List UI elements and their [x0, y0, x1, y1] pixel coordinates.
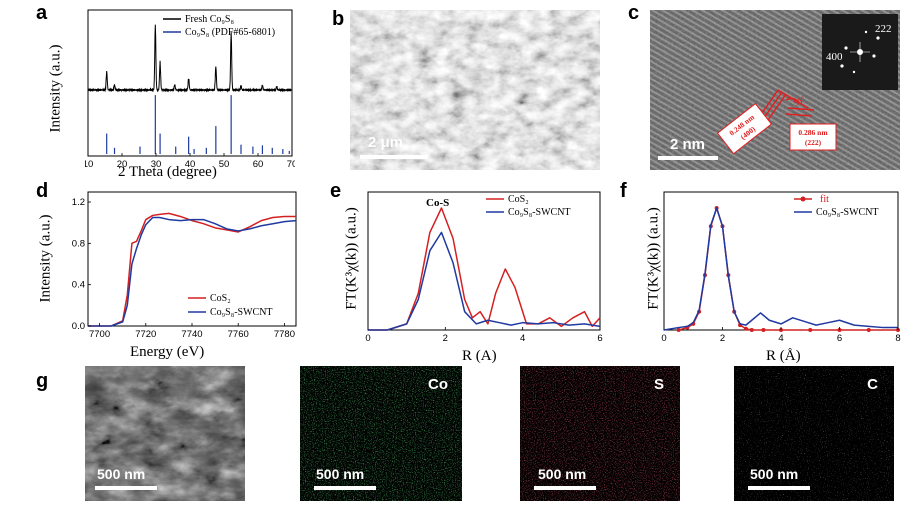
- chart-f-point-11: [743, 326, 748, 331]
- chart-d-ytick-label-0: 0.0: [72, 321, 85, 332]
- legend-d-label-1: Co₉S₈-SWCNT: [210, 307, 273, 318]
- chart-d-xtick-label-2: 7740: [181, 329, 202, 340]
- chart-d-frame: [87, 191, 297, 327]
- chart-a-xtick-label-6: 70: [287, 159, 295, 170]
- chart-e: 0 2 4 6 Co-S CoS₂ Co₉S₈-SWCNT: [365, 191, 603, 344]
- chart-f-xtick-label-0: 0: [661, 333, 666, 344]
- chart-e-xtick-label-2: 4: [520, 333, 525, 344]
- chart-a-series-0: [87, 24, 293, 93]
- legend-e-label-0: CoS₂: [508, 194, 529, 205]
- eds-c-scale-bar: [748, 486, 810, 490]
- chart-a-xlabel: 2 Theta (degree): [118, 164, 217, 180]
- chart-f-xtick-label-3: 6: [837, 333, 842, 344]
- chart-e-xtick-label-0: 0: [365, 333, 370, 344]
- chart-d: 7700 7720 7740 7760 7780 0.0 0.4 0.8 1.2 CoS₂ Co…: [72, 191, 297, 340]
- legend-f-marker-0: [800, 196, 806, 202]
- lattice-annotation: [759, 89, 815, 121]
- chart-d-xlabel: Energy (eV): [130, 344, 205, 360]
- sem-scale-bar: [360, 155, 428, 159]
- chart-a-xtick-label-1: 20: [117, 159, 128, 170]
- chart-d-ylabel: Intensity (a.u.): [37, 214, 54, 303]
- legend-e-label-1: Co₉S₈-SWCNT: [508, 207, 571, 218]
- ann2-line2: (222): [805, 138, 822, 147]
- legend-a-label-1: Co₉S₈ (PDF#65-6801): [185, 27, 275, 38]
- hrtem-image: 222 400 55° 0.248 nm (400) 0.286 nm (222…: [650, 10, 900, 170]
- sem-scale-label: 2 μm: [368, 134, 404, 151]
- eds-s-scale-bar: [534, 486, 596, 490]
- eds-co-scale-label: 500 nm: [316, 466, 365, 482]
- chart-f-series-1: [663, 207, 898, 331]
- panel-letter-a: a: [36, 2, 48, 24]
- chart-f-point-15: [808, 328, 813, 332]
- panel-letter-e: e: [330, 180, 342, 202]
- peak-label-co-s: Co-S: [426, 197, 449, 209]
- chart-e-series-1: [368, 231, 601, 331]
- chart-f: 0 2 4 6 8 fit Co₉S₈-SWCNT: [661, 191, 901, 344]
- legend-d-label-0: CoS₂: [210, 293, 231, 304]
- eds-s-scale-label: 500 nm: [538, 466, 587, 482]
- chart-e-series-0: [368, 207, 601, 331]
- chart-f-point-17: [866, 328, 871, 332]
- haadf-image: 500 nm: [85, 366, 245, 501]
- chart-f-xlabel: R (Å): [766, 348, 801, 364]
- chart-d-series-1: [88, 216, 297, 327]
- eds-map-co: Co 500 nm: [300, 366, 462, 501]
- sem-texture: [350, 10, 600, 170]
- eds-map-c: C 500 nm: [734, 366, 894, 501]
- ann2-line1: 0.286 nm: [798, 128, 828, 137]
- chart-d-series-0: [88, 212, 296, 327]
- chart-f-xtick-label-1: 2: [720, 333, 725, 344]
- chart-f-point-12: [749, 328, 754, 332]
- eds-map-s: S 500 nm: [520, 366, 680, 501]
- haadf-texture: [85, 366, 245, 501]
- chart-e-xtick-label-1: 2: [443, 333, 448, 344]
- legend-a-label-0: Fresh Co₉S₈: [185, 14, 234, 25]
- haadf-scale-label: 500 nm: [97, 466, 146, 482]
- eds-co-label: Co: [428, 376, 448, 393]
- hrtem-texture: 222 400 55° 0.248 nm (400) 0.286 nm (222…: [650, 10, 900, 170]
- chart-a-xtick-label-2: 30: [151, 159, 162, 170]
- panel-letter-b: b: [332, 8, 345, 30]
- chart-f-point-13: [761, 328, 766, 332]
- hrtem-scale-bar: [658, 156, 718, 160]
- chart-d-ytick-label-3: 1.2: [72, 197, 85, 208]
- eds-s-texture: [520, 366, 680, 501]
- legend-f-label-1: Co₉S₈-SWCNT: [816, 207, 879, 218]
- panel-letter-g: g: [36, 370, 49, 392]
- eds-co-scale-bar: [314, 486, 376, 490]
- chart-e-xlabel: R (A): [462, 348, 497, 364]
- legend-f-label-0: fit: [820, 194, 829, 205]
- chart-d-xtick-label-3: 7760: [228, 329, 249, 340]
- eds-c-texture: [734, 366, 894, 501]
- fft-label-400: 400: [826, 51, 843, 63]
- chart-d-ytick-label-2: 0.8: [72, 238, 85, 249]
- chart-f-xtick-label-4: 8: [895, 333, 900, 344]
- sem-image: 2 μm: [350, 10, 600, 170]
- chart-a-xtick-label-4: 50: [219, 159, 230, 170]
- panel-letter-d: d: [36, 180, 49, 202]
- chart-d-xtick-label-1: 7720: [135, 329, 156, 340]
- eds-c-scale-label: 500 nm: [750, 466, 799, 482]
- chart-d-xtick-label-4: 7780: [274, 329, 295, 340]
- chart-d-ytick-label-1: 0.4: [72, 280, 85, 291]
- eds-s-label: S: [653, 376, 664, 393]
- chart-e-xtick-label-3: 6: [597, 333, 602, 344]
- haadf-scale-bar: [95, 486, 157, 490]
- eds-co-texture: [300, 366, 462, 501]
- chart-a-ylabel: Intensity (a.u.): [47, 44, 64, 133]
- hrtem-scale-label: 2 nm: [670, 136, 706, 153]
- chart-a-xtick-label-5: 60: [253, 159, 264, 170]
- panel-letter-c: c: [628, 2, 640, 24]
- fft-label-222: 222: [875, 23, 892, 35]
- chart-d-xtick-label-0: 7700: [89, 329, 110, 340]
- chart-f-xtick-label-2: 4: [778, 333, 783, 344]
- chart-a-xtick-label-0: 10: [85, 159, 93, 170]
- chart-e-frame: [367, 191, 601, 331]
- eds-c-label: C: [867, 376, 878, 393]
- chart-a: 10 20 30 40 50 60 70 Fresh Co₉S₈ Co₉S₈ (PDF#65…: [85, 9, 295, 170]
- chart-e-ylabel: FT(K³χ(k)) (a.u.): [343, 207, 360, 310]
- panel-letter-f: f: [620, 180, 627, 202]
- chart-f-point-0: [676, 328, 681, 332]
- chart-a-xtick-label-3: 40: [185, 159, 196, 170]
